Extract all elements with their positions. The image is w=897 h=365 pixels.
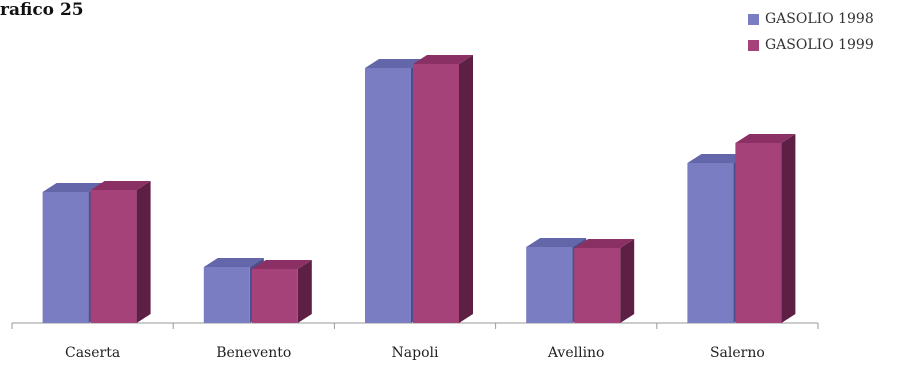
bar-benevento-series-2 [251, 269, 298, 323]
bar-benevento-series-1-top [203, 258, 264, 267]
bar-caserta-series-1-top [42, 183, 103, 192]
x-tick-label-benevento: Benevento [216, 345, 291, 361]
bar-napoli-series-2 [413, 64, 459, 323]
bar-salerno-series-2 [735, 143, 782, 323]
bar-caserta-series-2-top [90, 181, 151, 190]
legend: GASOLIO 1998 GASOLIO 1999 [748, 6, 874, 58]
bar-benevento-series-2-top [251, 260, 312, 269]
legend-swatch-series-2 [748, 39, 759, 51]
bar-avellino-series-2-top [574, 239, 635, 248]
bar-salerno-series-1 [687, 163, 734, 323]
legend-item-series-1: GASOLIO 1998 [748, 6, 874, 32]
bar-avellino-series-1-top [526, 238, 587, 247]
bar-caserta-series-2-side [136, 181, 151, 323]
bar-avellino-series-2 [574, 248, 621, 323]
legend-label-series-2: GASOLIO 1999 [765, 37, 874, 53]
bar-napoli-series-1 [365, 68, 411, 323]
legend-swatch-series-1 [748, 13, 759, 25]
legend-item-series-2: GASOLIO 1999 [748, 32, 874, 58]
bar-avellino-series-2-side [620, 239, 635, 323]
bar-napoli-series-1-top [365, 59, 425, 68]
bar-salerno-series-1-top [687, 154, 748, 163]
x-tick-label-caserta: Caserta [65, 345, 120, 361]
bar-avellino-series-1 [526, 247, 573, 323]
bar-caserta-series-1 [42, 192, 89, 323]
bar-benevento-series-2-side [297, 260, 312, 323]
bar-benevento-series-1 [203, 267, 250, 323]
chart-title: rafico 25 [0, 0, 84, 20]
x-tick-label-napoli: Napoli [392, 345, 439, 361]
x-tick-label-salerno: Salerno [710, 345, 765, 361]
x-tick-label-avellino: Avellino [547, 345, 605, 361]
bar-salerno-series-2-top [735, 134, 796, 143]
bar-salerno-series-2-side [781, 134, 796, 323]
bar-napoli-series-2-side [459, 55, 473, 323]
bar-caserta-series-2 [90, 190, 137, 323]
legend-label-series-1: GASOLIO 1998 [765, 11, 874, 27]
bar-napoli-series-2-top [413, 55, 473, 64]
